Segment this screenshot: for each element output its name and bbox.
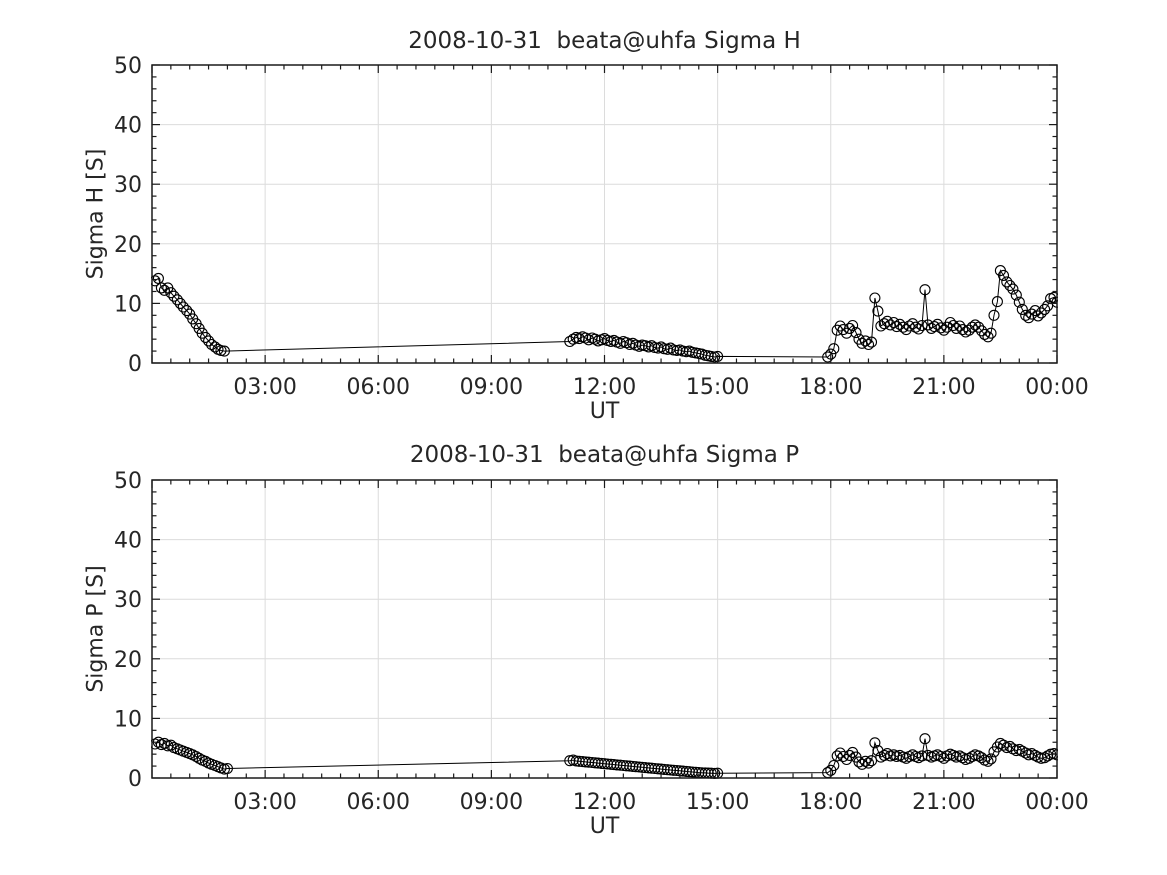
x-tick-label: 18:00 <box>799 790 862 815</box>
y-tick-label: 40 <box>114 114 142 139</box>
x-tick-label: 09:00 <box>460 375 523 400</box>
x-tick-label: 06:00 <box>347 375 410 400</box>
y-tick-label: 0 <box>128 352 142 377</box>
x-tick-label: 06:00 <box>347 790 410 815</box>
y-tick-label: 30 <box>114 173 142 198</box>
x-tick-label: 00:00 <box>1025 375 1088 400</box>
x-tick-label: 09:00 <box>460 790 523 815</box>
y-tick-label: 40 <box>114 529 142 554</box>
x-tick-label: 21:00 <box>912 790 975 815</box>
chart-1-axes: 03:00 06:00 09:00 12:00 15:00 18:00 21:00 00:00… <box>114 54 1089 400</box>
x-tick-label: 12:00 <box>573 375 636 400</box>
y-tick-label: 30 <box>114 588 142 613</box>
chart1-y-axis-label: Sigma H [S] <box>83 148 109 280</box>
x-tick-label: 15:00 <box>686 375 749 400</box>
series-sigma-h <box>151 265 1058 363</box>
chart2-x-axis-label: UT <box>589 814 620 839</box>
y-tick-label: 50 <box>114 469 142 494</box>
x-tick-label: 03:00 <box>233 790 296 815</box>
axis-ticks <box>151 64 1058 364</box>
axis-ticks <box>151 479 1058 779</box>
y-tick-label: 20 <box>114 648 142 673</box>
x-tick-label: 15:00 <box>686 790 749 815</box>
chart2-y-axis-label: Sigma P [S] <box>83 565 109 693</box>
chart-2-axes: 03:00 06:00 09:00 12:00 15:00 18:00 21:00 00:00… <box>114 469 1089 815</box>
y-tick-label: 10 <box>114 292 142 317</box>
grid-lines <box>152 65 1057 363</box>
grid-lines <box>152 480 1057 778</box>
chart1-title: 2008-10-31 beata@uhfa Sigma H <box>408 28 801 54</box>
series-sigma-p <box>151 733 1058 779</box>
tick-labels: 03:00 06:00 09:00 12:00 15:00 18:00 21:00 00:00… <box>114 54 1089 400</box>
y-tick-label: 0 <box>128 767 142 792</box>
data-markers <box>151 265 1058 363</box>
x-tick-label: 18:00 <box>799 375 862 400</box>
data-line <box>154 738 1058 774</box>
chart2-title: 2008-10-31 beata@uhfa Sigma P <box>409 442 800 468</box>
x-tick-label: 21:00 <box>912 375 975 400</box>
tick-labels: 03:00 06:00 09:00 12:00 15:00 18:00 21:00 00:00… <box>114 469 1089 815</box>
x-tick-label: 00:00 <box>1025 790 1088 815</box>
y-tick-label: 20 <box>114 233 142 258</box>
y-tick-label: 10 <box>114 707 142 732</box>
y-tick-label: 50 <box>114 54 142 79</box>
chart1-x-axis-label: UT <box>589 399 620 424</box>
x-tick-label: 03:00 <box>233 375 296 400</box>
x-tick-label: 12:00 <box>573 790 636 815</box>
